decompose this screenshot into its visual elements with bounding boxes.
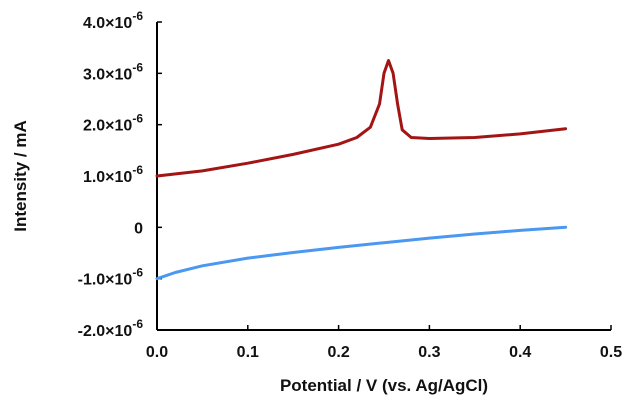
y-tick-label: 4.0×10-6	[83, 9, 143, 32]
y-tick-label: 0	[134, 220, 143, 237]
plot-area	[155, 59, 568, 281]
axes	[156, 21, 612, 331]
y-tick-label: 2.0×10-6	[83, 112, 143, 135]
x-tick-label: 0.0	[146, 344, 168, 361]
series-line-blue	[155, 225, 568, 281]
y-tick-label: 1.0×10-6	[83, 163, 143, 186]
x-axis-title: Potential / V (vs. Ag/AgCl)	[280, 376, 488, 395]
y-tick-label: -2.0×10-6	[78, 317, 144, 340]
y-tick-label: 3.0×10-6	[83, 60, 143, 83]
y-axis-title: Intensity / mA	[11, 120, 30, 231]
x-tick-label: 0.1	[237, 344, 259, 361]
series-line-red	[155, 59, 568, 178]
x-tick-label: 0.2	[327, 344, 349, 361]
y-tick-label: -1.0×10-6	[78, 266, 144, 289]
x-tick-label: 0.5	[600, 344, 622, 361]
tick-labels: 0.0 0.1 0.2 0.3 0.4 0.5 -2.0×10-6 -1.0×10-6 0 1.0…	[78, 9, 623, 361]
x-tick-label: 0.3	[418, 344, 440, 361]
x-tick-label: 0.4	[509, 344, 531, 361]
